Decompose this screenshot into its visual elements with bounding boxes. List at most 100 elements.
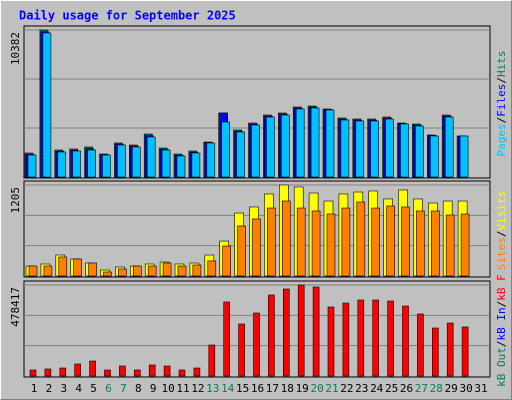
legend: Sites/Visits [495, 191, 508, 271]
bar [103, 271, 112, 277]
x-tick-label: 16 [251, 382, 264, 395]
x-tick-label: 28 [430, 382, 443, 395]
bar [42, 32, 52, 178]
bar [58, 256, 68, 277]
x-tick-label: 30 [459, 382, 472, 395]
bar [73, 258, 82, 277]
bar [221, 121, 230, 178]
x-tick-label: 27 [415, 382, 428, 395]
legend: kB Out/kB In/kB F [495, 274, 508, 387]
bar [191, 152, 201, 178]
bar [251, 124, 260, 178]
legend-entry: Sites [495, 237, 508, 270]
bar [207, 260, 217, 277]
x-tick-label: 13 [206, 382, 219, 395]
bar [385, 118, 394, 178]
legend-separator: / [495, 301, 508, 308]
bar [177, 265, 187, 277]
legend-entry: kB In [495, 307, 508, 340]
bar [88, 262, 97, 277]
bar [372, 299, 380, 377]
bar [326, 213, 336, 277]
x-tick-label: 19 [296, 382, 309, 395]
bar [295, 108, 305, 178]
x-tick-label: 29 [445, 382, 458, 395]
bar [400, 123, 409, 178]
bar [29, 369, 37, 377]
bar [236, 131, 245, 178]
legend-separator: / [495, 340, 508, 347]
x-tick-label: 26 [400, 382, 413, 395]
bar [237, 225, 246, 277]
legend-separator: / [495, 117, 508, 124]
bar [417, 313, 424, 377]
x-tick-label: 25 [385, 382, 398, 395]
bar [310, 107, 320, 178]
legend-entry: Pages [495, 123, 508, 156]
legend: Pages/Files/Hits [495, 51, 508, 157]
bar [402, 305, 409, 377]
bar [325, 109, 335, 178]
bar [386, 205, 395, 277]
y-tick-label: 478417 [9, 287, 22, 327]
bar [266, 116, 275, 178]
x-tick-label: 18 [281, 382, 294, 395]
bar [161, 149, 171, 178]
bar [253, 312, 260, 377]
bar [176, 155, 186, 178]
bar [342, 302, 350, 377]
x-tick-label: 21 [325, 382, 338, 395]
x-tick-label: 2 [46, 382, 53, 395]
x-tick-label: 4 [75, 382, 82, 395]
bar [74, 363, 81, 377]
legend-separator: / [495, 231, 508, 238]
x-tick-label: 31 [474, 382, 487, 395]
bar [43, 265, 53, 277]
x-tick-label: 15 [236, 382, 249, 395]
bar [327, 306, 335, 377]
x-tick-label: 3 [60, 382, 67, 395]
bar [193, 367, 201, 377]
bar [311, 210, 321, 277]
bar [133, 265, 142, 277]
bar [297, 284, 305, 377]
bar [87, 149, 96, 178]
bar [461, 326, 469, 377]
bar [280, 114, 290, 178]
x-tick-label: 23 [355, 382, 368, 395]
bar [59, 367, 67, 377]
y-tick-label: 1205 [9, 187, 22, 214]
bar [267, 207, 276, 277]
bar [415, 125, 424, 178]
legend-entry: kB Out [495, 347, 508, 387]
bar [281, 200, 291, 277]
bar [459, 135, 469, 178]
x-tick-label: 7 [120, 382, 127, 395]
bar [401, 206, 410, 277]
bar [238, 323, 245, 377]
bar [148, 364, 156, 377]
x-tick-label: 20 [310, 382, 323, 395]
bar [163, 365, 171, 377]
x-tick-label: 24 [370, 382, 384, 395]
bar [356, 201, 366, 277]
x-tick-label: 14 [221, 382, 235, 395]
bar [192, 264, 202, 277]
bar [355, 120, 365, 178]
bar [282, 288, 290, 377]
legend-entry: Visits [495, 191, 508, 231]
bar [162, 262, 172, 277]
bar [206, 142, 216, 178]
bar [252, 218, 261, 277]
bar [27, 154, 37, 178]
bar [268, 294, 275, 377]
bar [416, 210, 425, 277]
y-tick-label: 10382 [9, 32, 22, 65]
bar [387, 300, 394, 377]
bar [89, 360, 96, 377]
legend-entry: kB F [495, 274, 508, 301]
bar [44, 368, 52, 377]
bar [429, 135, 439, 178]
bar [178, 369, 186, 377]
legend-entry: Hits [495, 51, 508, 78]
